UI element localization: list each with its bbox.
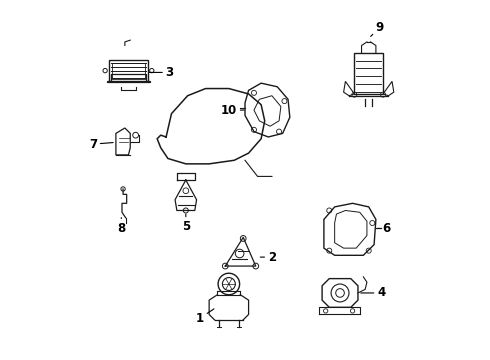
Text: 10: 10 <box>220 104 244 117</box>
Text: 8: 8 <box>117 218 125 235</box>
Text: 7: 7 <box>89 138 113 150</box>
Bar <box>354 53 383 94</box>
Text: 1: 1 <box>196 309 214 325</box>
Bar <box>112 63 146 79</box>
Text: 3: 3 <box>149 66 174 79</box>
Text: 6: 6 <box>379 222 391 235</box>
Bar <box>109 60 148 81</box>
Text: 4: 4 <box>361 287 386 300</box>
Text: 9: 9 <box>370 21 384 36</box>
Text: 5: 5 <box>182 214 190 233</box>
Text: 2: 2 <box>260 251 276 264</box>
